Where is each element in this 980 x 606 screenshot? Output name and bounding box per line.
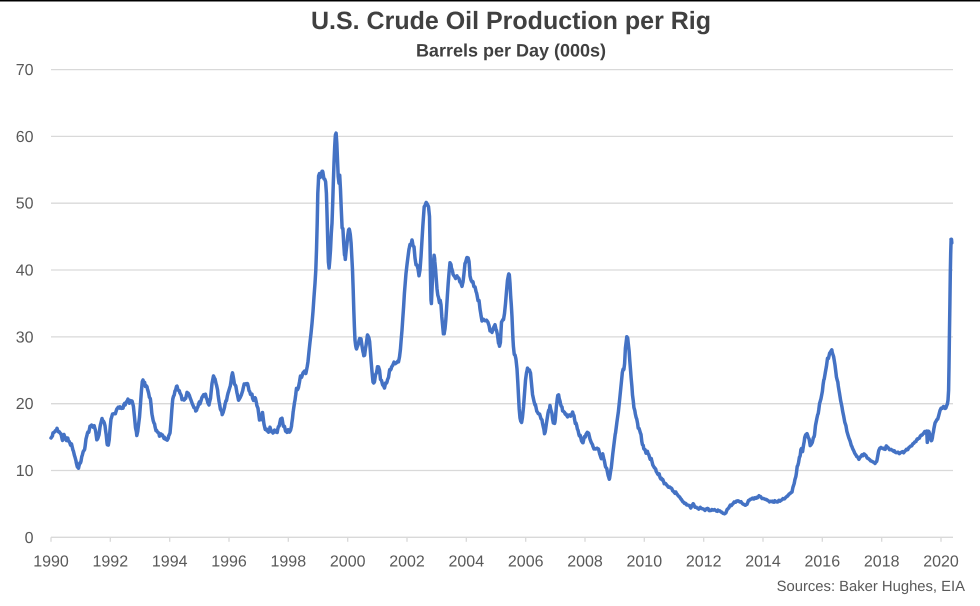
svg-text:2008: 2008 bbox=[567, 554, 603, 571]
svg-text:U.S. Crude Oil Production per: U.S. Crude Oil Production per Rig bbox=[311, 7, 711, 35]
svg-text:2018: 2018 bbox=[864, 554, 900, 571]
svg-text:0: 0 bbox=[25, 530, 34, 547]
svg-text:1996: 1996 bbox=[211, 554, 247, 571]
svg-text:2002: 2002 bbox=[389, 554, 425, 571]
svg-text:40: 40 bbox=[16, 263, 34, 280]
svg-text:2004: 2004 bbox=[449, 554, 485, 571]
svg-text:2012: 2012 bbox=[686, 554, 722, 571]
svg-text:Barrels per Day (000s): Barrels per Day (000s) bbox=[416, 41, 606, 61]
svg-text:2020: 2020 bbox=[923, 554, 959, 571]
svg-text:1994: 1994 bbox=[152, 554, 188, 571]
svg-text:2010: 2010 bbox=[627, 554, 663, 571]
svg-text:20: 20 bbox=[16, 396, 34, 413]
svg-text:2000: 2000 bbox=[330, 554, 366, 571]
svg-text:1990: 1990 bbox=[33, 554, 69, 571]
svg-text:70: 70 bbox=[16, 62, 34, 79]
svg-text:2016: 2016 bbox=[805, 554, 841, 571]
svg-text:2006: 2006 bbox=[508, 554, 544, 571]
svg-text:1998: 1998 bbox=[271, 554, 307, 571]
svg-text:50: 50 bbox=[16, 196, 34, 213]
svg-text:2014: 2014 bbox=[745, 554, 781, 571]
svg-text:60: 60 bbox=[16, 129, 34, 146]
svg-text:Sources: Baker Hughes, EIA: Sources: Baker Hughes, EIA bbox=[777, 579, 965, 595]
svg-text:1992: 1992 bbox=[93, 554, 129, 571]
svg-text:30: 30 bbox=[16, 329, 34, 346]
svg-text:10: 10 bbox=[16, 463, 34, 480]
